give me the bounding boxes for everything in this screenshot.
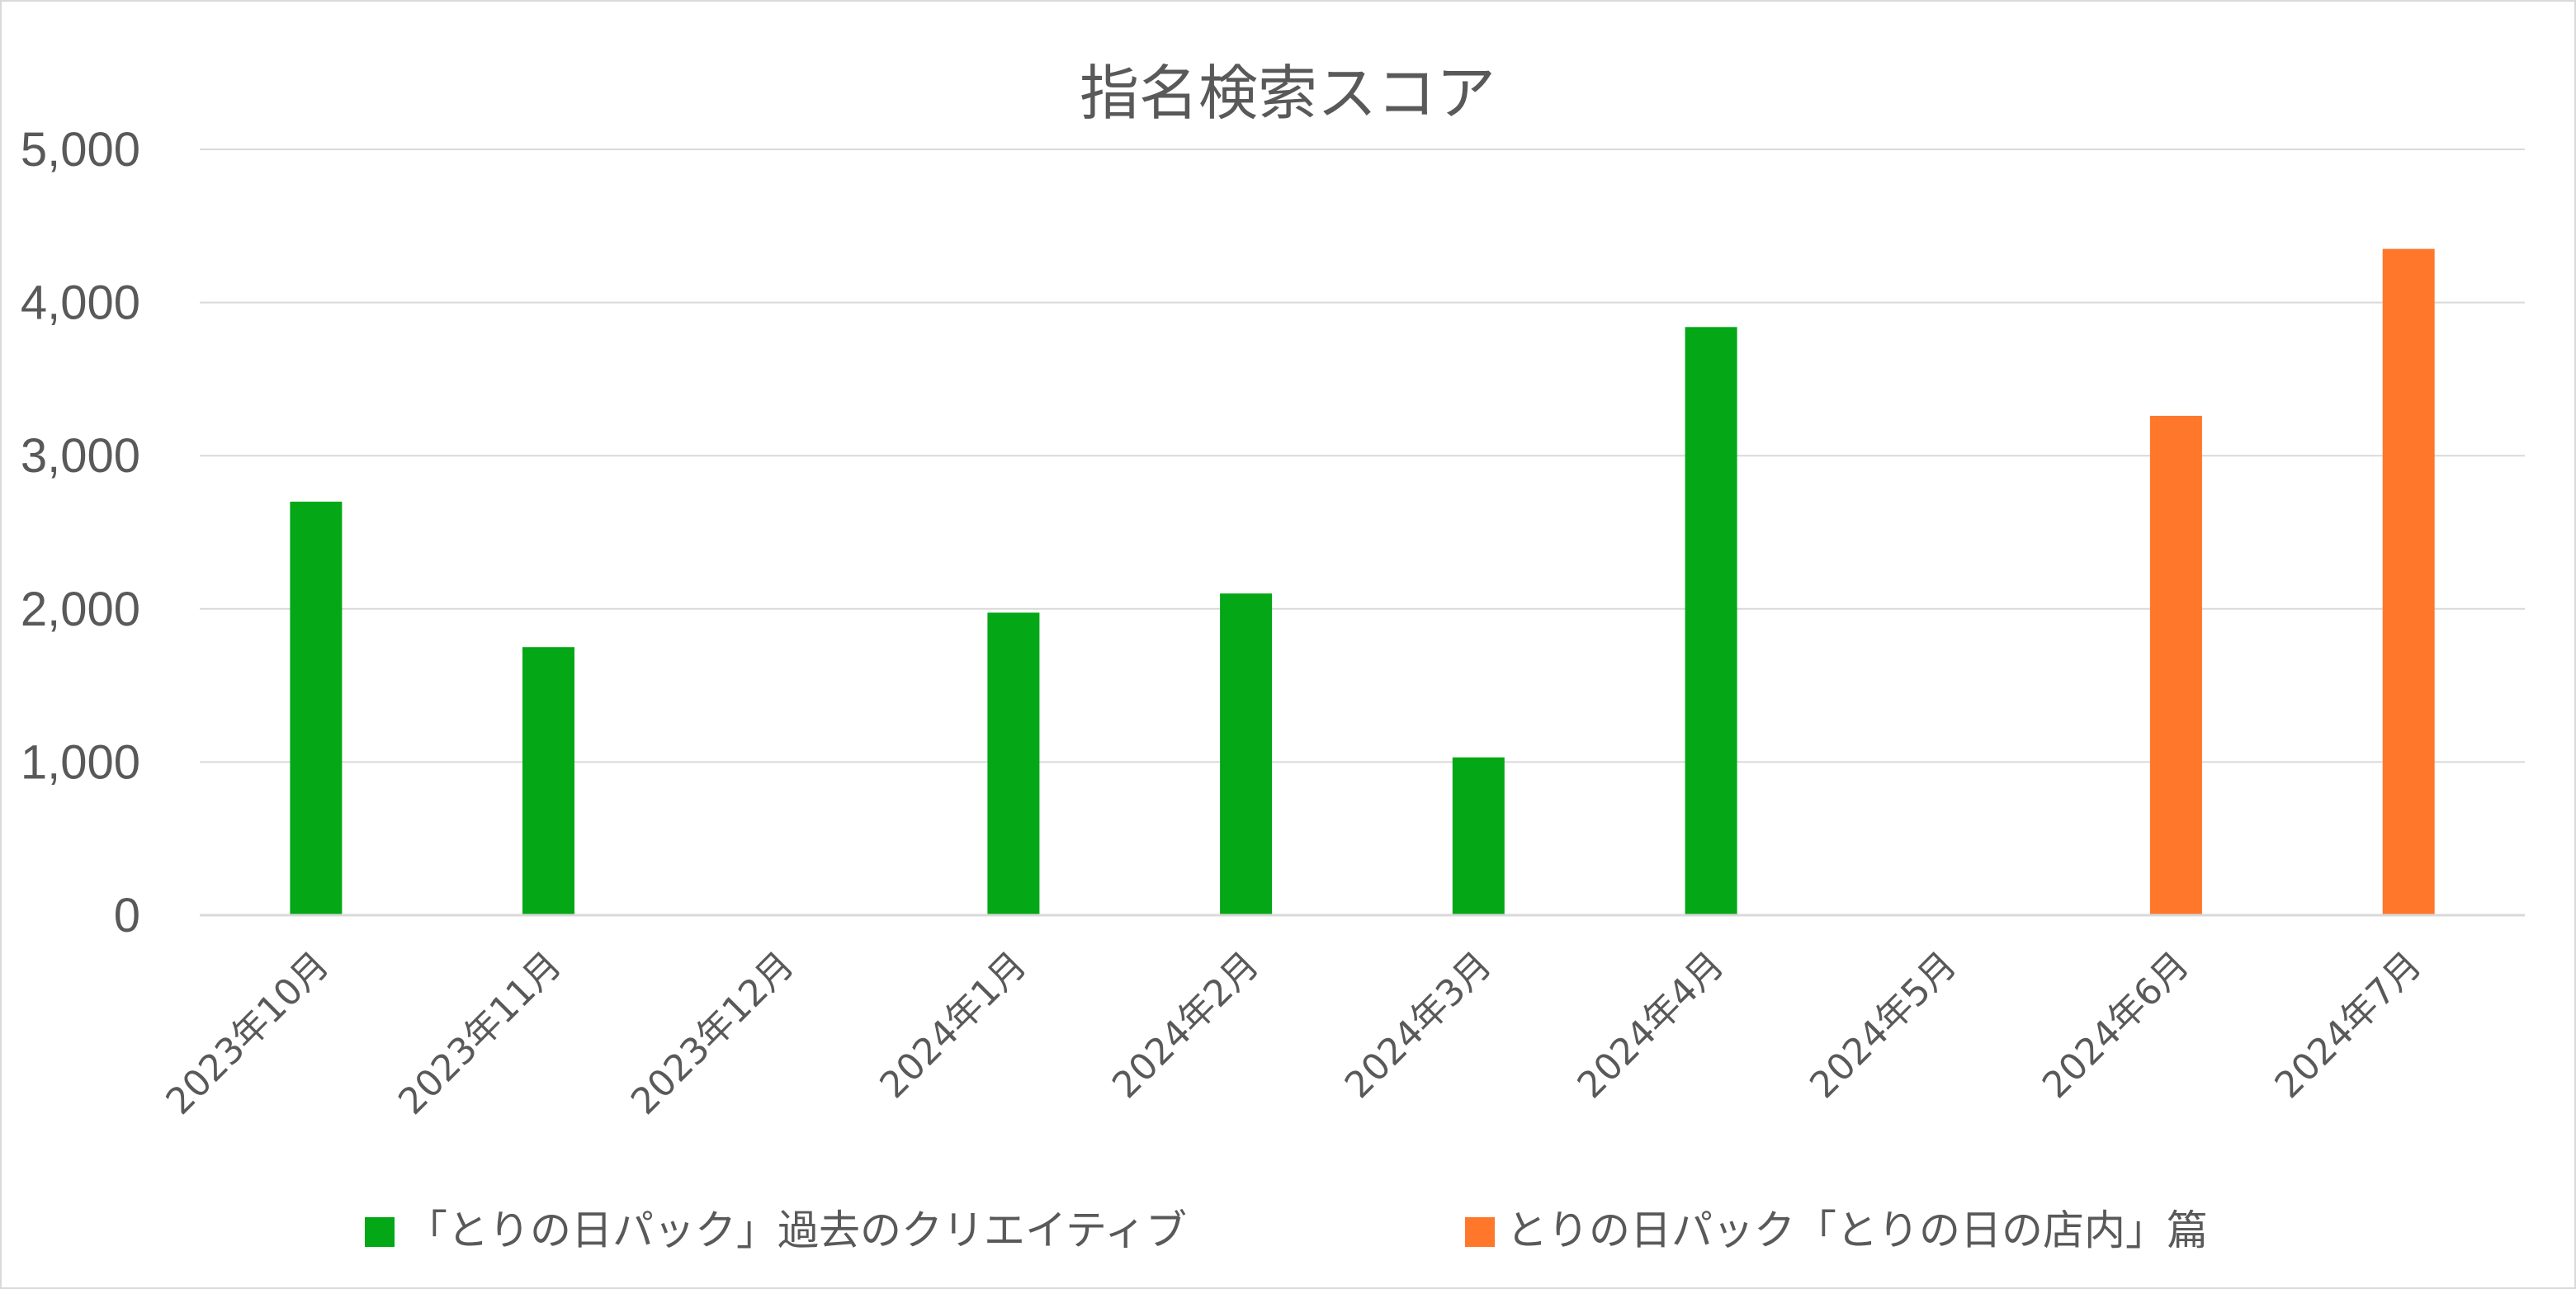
y-tick-label: 3,000 (21, 429, 140, 483)
legend-swatch-2 (1465, 1217, 1495, 1247)
legend-label-2: とりの日パック「とりの日の店内」篇 (1506, 1206, 2208, 1254)
x-tick-label: 2024年1月 (872, 944, 1034, 1107)
ytick-layer: 0 1,000 2,000 3,000 4,000 5,000 (21, 123, 140, 942)
x-tick-label: 2024年5月 (1802, 944, 1964, 1107)
x-tick-label: 2024年3月 (1337, 944, 1500, 1107)
y-tick-label: 2,000 (21, 583, 140, 636)
bar-2-9 (2149, 415, 2202, 915)
bar-1-4 (987, 612, 1040, 915)
y-tick-label: 0 (114, 889, 140, 942)
bar-layer (290, 248, 2435, 916)
legend-swatch-1 (365, 1217, 395, 1247)
x-tick-label: 2024年2月 (1104, 944, 1267, 1107)
x-tick-label: 2023年12月 (623, 944, 802, 1123)
bar-2-10 (2382, 248, 2435, 916)
x-tick-label: 2024年4月 (1570, 944, 1732, 1107)
legend-label-1: 「とりの日パック」過去のクリエイティブ (406, 1206, 1187, 1254)
x-tick-label: 2023年10月 (158, 944, 338, 1123)
xtick-layer: 2023年10月 2023年11月 2023年12月 2024年1月 2024年2月 20… (158, 944, 2430, 1123)
y-tick-label: 4,000 (21, 276, 140, 330)
y-tick-label: 5,000 (21, 123, 140, 177)
x-tick-label: 2024年7月 (2267, 944, 2430, 1107)
x-tick-label: 2024年6月 (2035, 944, 2197, 1107)
legend: 「とりの日パック」過去のクリエイティブ とりの日パック「とりの日の店内」篇 (365, 1206, 2208, 1254)
bar-1-6 (1452, 757, 1505, 915)
chart-title: 指名検索スコア (1080, 59, 1496, 128)
bar-1-1 (290, 501, 343, 915)
y-tick-label: 1,000 (21, 735, 140, 789)
bar-1-5 (1220, 593, 1273, 915)
bar-1-2 (522, 647, 574, 915)
bar-1-7 (1685, 327, 1737, 915)
grid-layer (200, 149, 2525, 763)
x-tick-label: 2023年11月 (390, 944, 570, 1123)
